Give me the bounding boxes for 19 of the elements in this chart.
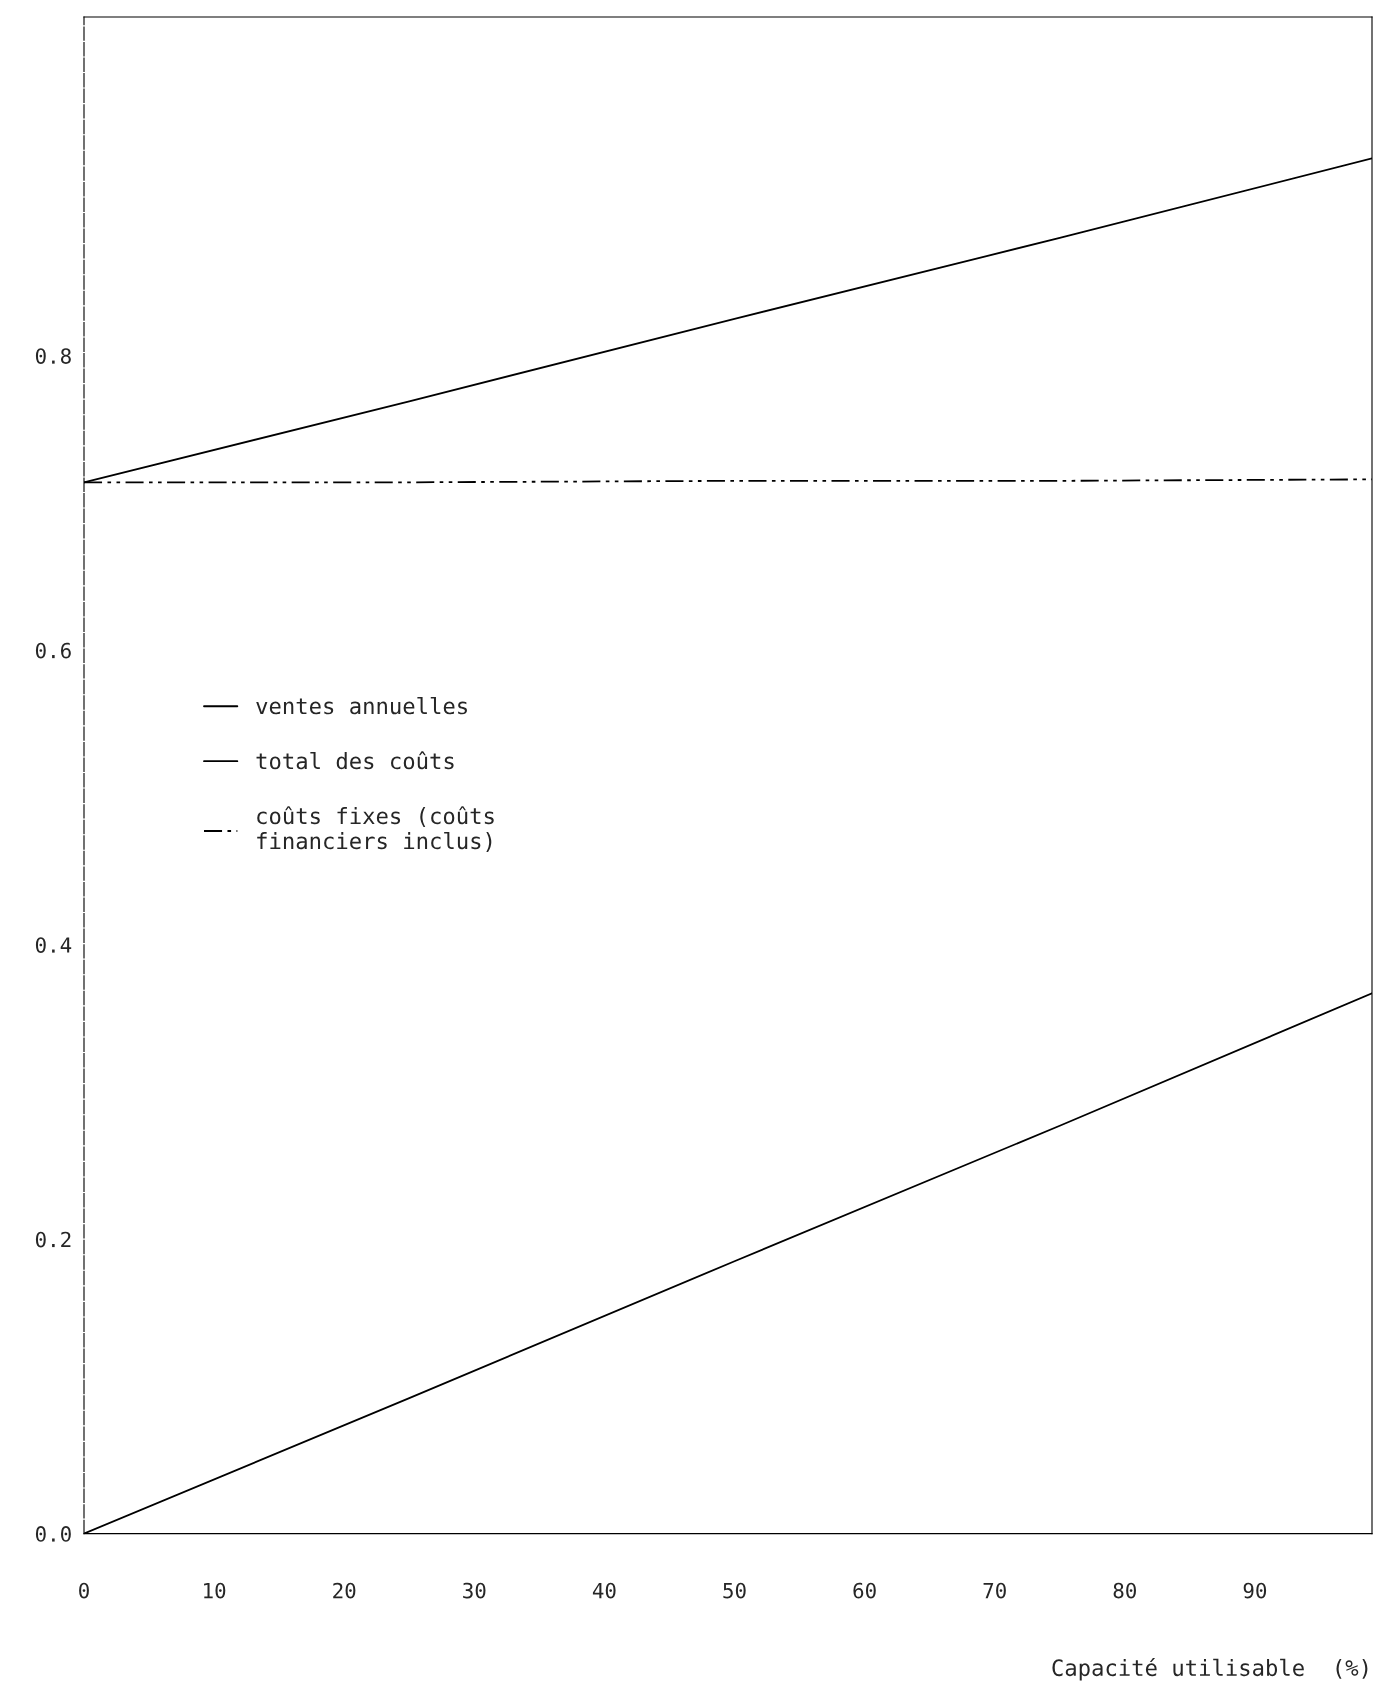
x-tick-label: 50 [723, 1582, 746, 1599]
x-tick-label: 80 [1113, 1582, 1136, 1599]
x-tick-label: 30 [463, 1582, 486, 1599]
x-tick-label: 10 [204, 1582, 226, 1599]
x-tick-label: 60 [853, 1582, 876, 1599]
y-tick-label: 0.6 [35, 642, 71, 659]
legend-label: total des coûts [256, 751, 454, 770]
legend-label: ventes annuelles [256, 697, 467, 715]
y-tick-label: 0.0 [35, 1526, 71, 1542]
y-tick-label: 0.8 [35, 348, 71, 364]
y-tick-label: 0.2 [35, 1231, 71, 1248]
x-tick-label: 20 [333, 1582, 356, 1599]
y-tick-label: 0.4 [35, 937, 72, 953]
legend-label: coûts fixes (coûts financiers inclus) [257, 806, 494, 852]
x-tick-label: 90 [1243, 1582, 1267, 1599]
x-axis-title: Capacité utilisable (%) [1052, 1658, 1368, 1681]
x-tick-label: 0 [79, 1582, 89, 1599]
x-tick-label: 70 [983, 1582, 1006, 1599]
x-tick-label: 40 [592, 1582, 616, 1599]
